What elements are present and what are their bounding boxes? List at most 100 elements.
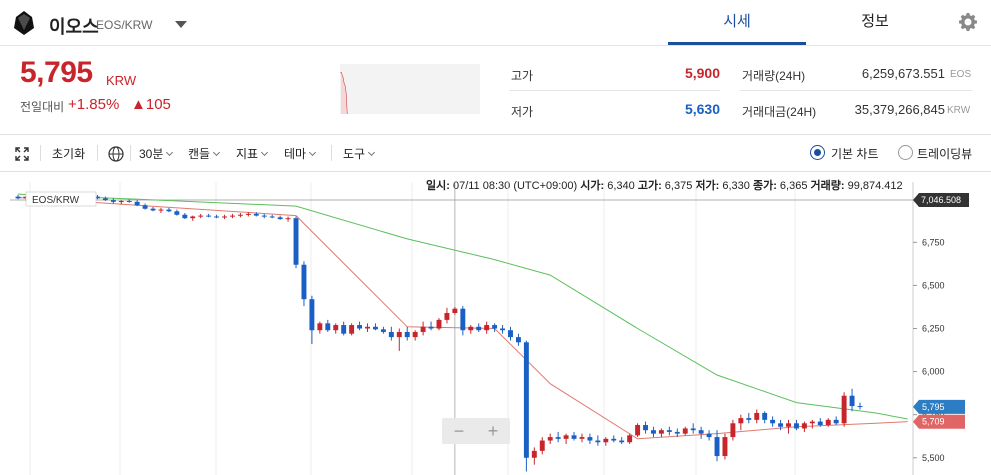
interval-label: 30분	[139, 147, 164, 161]
candle-body	[388, 331, 394, 338]
stat-divider	[509, 90, 720, 91]
mini-price-chart	[340, 64, 480, 115]
candle-body	[690, 428, 696, 431]
candlestick-chart[interactable]: 6,750 6,500 6,250 6,000 5,750 5,500 EOS/KRW 7,0…	[0, 172, 991, 475]
candle-body	[253, 213, 259, 216]
chevron-down-icon	[309, 148, 317, 157]
candle-body	[746, 418, 752, 420]
gear-icon[interactable]	[958, 12, 978, 32]
volume-unit: EOS	[950, 69, 972, 80]
stat-divider	[740, 90, 972, 91]
y-tick-label: 6,000	[922, 367, 945, 377]
basic-chart-radio[interactable]	[810, 145, 825, 160]
candle-body	[595, 440, 601, 443]
candle-body	[778, 423, 784, 427]
candle-body	[484, 325, 490, 331]
reset-button[interactable]: 초기화	[52, 147, 86, 161]
toolbar-divider	[40, 145, 41, 161]
candle-body	[825, 419, 831, 426]
candle-body	[150, 208, 156, 211]
candle-body	[198, 215, 204, 217]
candle-body	[603, 438, 609, 443]
tools-label: 도구	[343, 147, 366, 161]
chart-toolbar: 초기화 30분 캔들 지표 테마 도구 기본 차트 트레이딩뷰	[0, 134, 991, 172]
candle-body	[15, 196, 21, 199]
candle-body	[94, 196, 100, 199]
candle-body	[190, 216, 196, 219]
change-label: 전일대비	[20, 100, 65, 114]
zoom-out-button[interactable]: −	[453, 421, 465, 441]
candle-body	[174, 211, 180, 215]
candle-body	[166, 209, 172, 212]
chart-ohlc-info: 일시: 07/11 08:30 (UTC+09:00) 시가: 6,340 고가…	[426, 177, 903, 193]
indicator-label: 지표	[236, 147, 259, 161]
theme-label: 테마	[284, 147, 307, 161]
candle-body	[317, 323, 323, 331]
candle-body	[420, 326, 426, 332]
indicator-dropdown[interactable]: 지표	[236, 145, 269, 162]
candle-body	[857, 406, 863, 408]
candle-body	[627, 435, 633, 443]
fullscreen-icon[interactable]	[15, 147, 29, 161]
candle-dropdown[interactable]: 캔들	[188, 145, 221, 162]
candle-body	[770, 419, 776, 424]
info-high-label: 고가:	[637, 180, 662, 192]
candle-body	[762, 412, 768, 420]
candle-body	[412, 331, 418, 338]
candle-body	[468, 326, 474, 331]
amount-value: 35,379,266,845	[854, 102, 945, 117]
candle-body	[460, 308, 466, 331]
candle-body	[523, 342, 529, 458]
candle-body	[809, 421, 815, 424]
ma-price-tag-text: 5,709	[922, 417, 945, 427]
info-close-label: 종가:	[752, 180, 777, 192]
amount-unit: KRW	[947, 105, 971, 116]
candle-body	[801, 423, 807, 429]
candle-body	[214, 216, 220, 218]
candle-body	[436, 319, 442, 329]
candle-body	[404, 331, 410, 338]
tab-market-price[interactable]: 시세	[668, 0, 806, 45]
coin-name: 이오스	[49, 17, 99, 37]
price-unit: KRW	[106, 73, 137, 88]
coin-dropdown-icon[interactable]	[175, 21, 187, 28]
candle-body	[222, 216, 227, 218]
candle-body	[452, 308, 458, 313]
candle-body	[365, 326, 370, 329]
zoom-in-button[interactable]: +	[487, 421, 499, 441]
info-volume-value: 99,874.412	[847, 180, 903, 192]
candle-body	[182, 214, 188, 219]
chevron-down-icon	[261, 148, 269, 157]
candle-body	[230, 215, 235, 217]
candle-body	[261, 215, 267, 217]
tab-info[interactable]: 정보	[861, 13, 889, 30]
tradingview-label[interactable]: 트레이딩뷰	[917, 147, 973, 161]
tradingview-radio[interactable]	[898, 145, 913, 160]
candle-body	[833, 419, 839, 424]
candle-body	[849, 395, 855, 407]
zoom-controls: − +	[442, 418, 510, 444]
candle-body	[500, 328, 506, 331]
candle-body	[333, 325, 339, 331]
candle-body	[841, 395, 847, 424]
candle-body	[817, 421, 823, 426]
basic-chart-label[interactable]: 기본 차트	[831, 147, 879, 161]
candle-body	[682, 428, 688, 434]
candle-body	[126, 200, 132, 202]
candle-body	[515, 337, 521, 343]
candle-body	[285, 218, 291, 220]
interval-dropdown[interactable]: 30분	[139, 145, 174, 162]
info-low-label: 저가:	[695, 180, 720, 192]
tools-dropdown[interactable]: 도구	[343, 145, 376, 162]
globe-icon[interactable]	[108, 146, 124, 162]
theme-dropdown[interactable]: 테마	[284, 145, 317, 162]
change-amount: ▲105	[131, 96, 171, 113]
candle-body	[380, 329, 386, 332]
candle-body	[793, 423, 799, 429]
high-value: 5,900	[684, 65, 720, 81]
candle-body	[158, 209, 164, 211]
candle-body	[309, 299, 315, 331]
candle-body	[428, 326, 434, 329]
toolbar-divider	[130, 145, 131, 161]
amount-label: 거래대금(24H)	[742, 105, 817, 119]
